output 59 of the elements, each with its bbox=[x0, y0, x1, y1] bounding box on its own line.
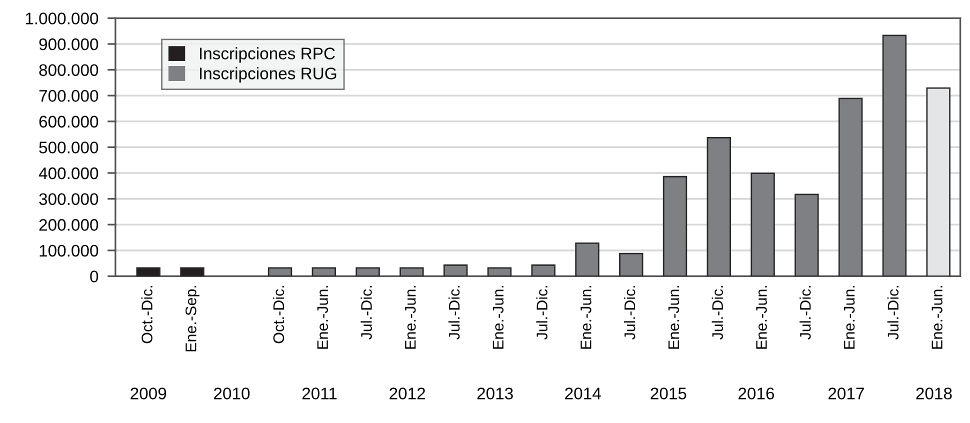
y-tick-label: 500.000 bbox=[39, 142, 98, 154]
bar bbox=[662, 176, 688, 276]
text: 2014 bbox=[565, 388, 601, 400]
x-tick-label: Oct.-Dic. bbox=[272, 286, 284, 344]
x-tick-label: Ene.-Jun. bbox=[756, 286, 767, 349]
bar bbox=[619, 252, 644, 276]
x-tick-label: Ene.-Jun. bbox=[317, 286, 328, 349]
text: 2011 bbox=[302, 388, 337, 400]
x-tick-label: Jul.-Dic. bbox=[536, 286, 548, 340]
x-tick-label: Ene.-Jun. bbox=[492, 286, 504, 349]
bar bbox=[312, 267, 336, 276]
bar bbox=[531, 264, 556, 276]
x-tick-label: Jul.-Dic. bbox=[800, 286, 811, 340]
text: 2015 bbox=[650, 388, 686, 400]
bar bbox=[268, 267, 292, 276]
y-tick-label: 400.000 bbox=[38, 167, 98, 180]
y-tick-label: 600.000 bbox=[39, 116, 98, 128]
bar bbox=[838, 98, 863, 276]
legend-label: Inscripciones RPC bbox=[200, 47, 335, 63]
y-tick-label: 0 bbox=[90, 270, 98, 282]
x-tick-label: Jul.-Dic. bbox=[712, 286, 724, 340]
bar bbox=[180, 267, 204, 276]
y-tick-label: 900.000 bbox=[39, 38, 98, 50]
text: 2018 bbox=[916, 388, 952, 400]
bar bbox=[926, 87, 950, 276]
text: 2012 bbox=[390, 388, 425, 400]
bar bbox=[356, 267, 380, 276]
x-tick-label: Ene.-Jun. bbox=[844, 286, 855, 349]
x-tick-label: Oct.-Dic. bbox=[141, 286, 152, 344]
legend-label: Inscripciones RUG bbox=[200, 67, 336, 83]
bar bbox=[575, 242, 600, 276]
bar bbox=[400, 267, 424, 276]
y-tick-label: 800.000 bbox=[39, 64, 98, 76]
text: 2017 bbox=[828, 388, 864, 400]
y-tick-label: 300.000 bbox=[39, 193, 98, 206]
bar bbox=[443, 264, 468, 276]
y-tick-label: 700.000 bbox=[39, 90, 98, 102]
x-tick-label: Jul.-Dic. bbox=[887, 286, 899, 340]
x-tick-label: Ene.-Sep. bbox=[186, 286, 200, 352]
x-tick-label: Jul.-Dic. bbox=[360, 286, 372, 340]
x-tick-label: Ene.-Jun. bbox=[932, 286, 942, 349]
y-tick-label: 1.000.000 bbox=[26, 12, 98, 24]
x-tick-label: Jul.-Dic. bbox=[448, 286, 460, 340]
text: 2009 bbox=[130, 388, 166, 400]
bar bbox=[794, 194, 819, 276]
bar bbox=[750, 172, 775, 276]
text: 2010 bbox=[214, 388, 250, 400]
x-tick-label: Ene.-Jun. bbox=[668, 286, 680, 349]
y-tick-label: 100.000 bbox=[40, 244, 98, 257]
bar bbox=[882, 34, 907, 276]
text: 2013 bbox=[477, 388, 513, 400]
text: 2016 bbox=[738, 388, 774, 400]
x-tick-label: Ene.-Jun. bbox=[580, 286, 592, 349]
x-tick-label: Ene.-Jun. bbox=[405, 286, 416, 349]
x-tick-label: Jul.-Dic. bbox=[624, 286, 636, 340]
bar bbox=[136, 267, 160, 276]
bar bbox=[487, 267, 512, 276]
bar bbox=[706, 136, 732, 276]
y-tick-label: 200.000 bbox=[39, 219, 98, 231]
